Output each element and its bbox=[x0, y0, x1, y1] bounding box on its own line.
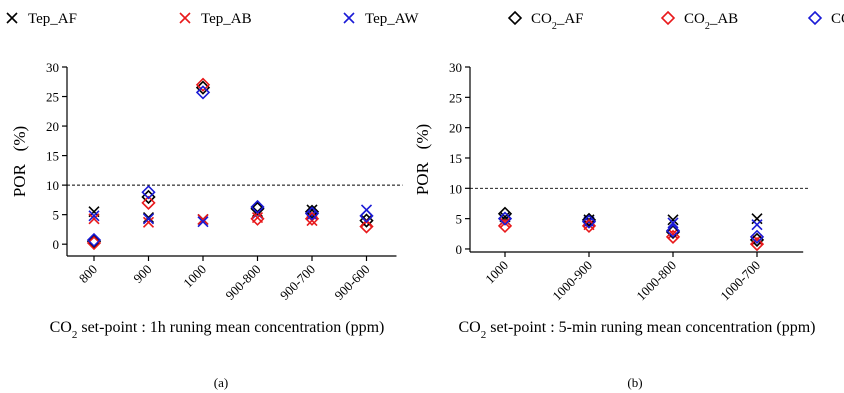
point-tep-aw-1000 bbox=[197, 216, 209, 228]
y-tick-label-20: 20 bbox=[449, 121, 462, 136]
series-tep-aw bbox=[499, 214, 763, 231]
legend-item-co-aw: CO2_AW bbox=[807, 10, 844, 32]
x-tick-label-1000: 1000 bbox=[482, 258, 511, 287]
point-tep-ab-800 bbox=[88, 213, 100, 225]
point-co2-ab-1000-800 bbox=[665, 229, 681, 244]
point-tep-af-1000-800 bbox=[667, 214, 679, 226]
x-tick-label-1000-900: 1000-900 bbox=[549, 258, 595, 304]
point-tep-ab-1000 bbox=[499, 217, 511, 229]
y-tick-label-10: 10 bbox=[46, 178, 59, 193]
point-co2-ab-900-800 bbox=[250, 211, 265, 226]
point-tep-aw-800 bbox=[88, 210, 100, 222]
legend-marker-tep-ab bbox=[179, 12, 191, 24]
point-co2-aw-800 bbox=[86, 232, 102, 248]
point-co2-ab-900-700 bbox=[304, 211, 320, 226]
series-co2-ab bbox=[86, 77, 374, 251]
series-co2-af bbox=[86, 80, 374, 249]
point-co2-af-900-700 bbox=[304, 204, 320, 219]
y-tick-label-20: 20 bbox=[46, 119, 59, 134]
series-co2-aw bbox=[497, 211, 765, 244]
point-co2-aw-1000-800 bbox=[665, 223, 681, 238]
point-tep-ab-1000-800 bbox=[667, 228, 679, 240]
legend-item-tep-af: Tep_AF bbox=[6, 11, 77, 27]
point-tep-aw-900 bbox=[142, 213, 155, 225]
x-tick-label-1000: 1000 bbox=[180, 262, 209, 291]
point-co2-ab-1000-700 bbox=[749, 236, 765, 252]
legend-label: CO2_AB bbox=[684, 11, 738, 32]
caption-a: (a) bbox=[214, 375, 228, 390]
y-tick-label-25: 25 bbox=[46, 90, 59, 105]
legend-marker-co-ab bbox=[660, 10, 676, 26]
point-co2-ab-900-600 bbox=[359, 219, 374, 234]
point-co2-af-800 bbox=[86, 234, 102, 249]
legend-label: CO2_AF bbox=[531, 11, 584, 32]
y-axis-label: POR (%) bbox=[10, 126, 29, 197]
point-tep-ab-900 bbox=[142, 216, 155, 228]
legend-item-tep-aw: Tep_AW bbox=[343, 11, 419, 27]
series-tep-aw bbox=[88, 204, 373, 228]
point-tep-ab-1000 bbox=[197, 213, 209, 225]
series-tep-af bbox=[499, 211, 763, 226]
legend-marker-co-af bbox=[507, 10, 523, 26]
x-tick-label-900: 900 bbox=[130, 262, 154, 286]
point-co2-aw-900-700 bbox=[304, 206, 320, 221]
point-co2-ab-900 bbox=[141, 195, 156, 210]
x-tick-label-1000-800: 1000-800 bbox=[633, 258, 679, 304]
y-tick-label-0: 0 bbox=[53, 237, 60, 252]
point-co2-af-900-800 bbox=[250, 201, 265, 216]
legend-item-co-ab: CO2_AB bbox=[660, 10, 738, 32]
point-co2-aw-1000-900 bbox=[581, 214, 597, 229]
point-co2-aw-1000 bbox=[497, 211, 513, 226]
series-tep-ab bbox=[88, 212, 373, 228]
x-axis-label: CO2 set-point : 5-min runing mean concen… bbox=[459, 319, 816, 341]
y-tick-label-30: 30 bbox=[449, 60, 462, 75]
series-tep-ab bbox=[499, 217, 763, 246]
y-tick-label-30: 30 bbox=[46, 60, 59, 75]
point-co2-aw-900 bbox=[141, 185, 156, 200]
point-tep-af-900 bbox=[142, 212, 155, 224]
series-co2-ab bbox=[497, 218, 765, 252]
legend-item-tep-ab: Tep_AB bbox=[179, 11, 252, 27]
y-tick-label-15: 15 bbox=[46, 149, 59, 164]
x-axis-label: CO2 set-point : 1h runing mean concentra… bbox=[50, 319, 385, 341]
series-co2-aw bbox=[86, 85, 374, 248]
y-axis-label: POR (%) bbox=[413, 124, 432, 195]
x-tick-label-800: 800 bbox=[76, 262, 100, 286]
legend-marker-tep-aw bbox=[343, 12, 355, 24]
point-co2-aw-1000 bbox=[195, 85, 211, 100]
legend: Tep_AF Tep_AB Tep_AW CO2_AF CO2_AB CO2_AW bbox=[6, 10, 844, 32]
point-co2-aw-1000-700 bbox=[749, 229, 765, 244]
legend-marker-tep-af bbox=[6, 12, 18, 24]
series-co2-af bbox=[497, 206, 765, 248]
series-tep-af bbox=[88, 204, 373, 227]
caption-b: (b) bbox=[627, 375, 642, 390]
legend-marker-co-aw bbox=[807, 10, 823, 26]
legend-label: Tep_AB bbox=[201, 11, 252, 27]
point-co2-ab-1000 bbox=[497, 218, 513, 234]
point-co2-aw-900-800 bbox=[250, 199, 265, 215]
y-tick-label-15: 15 bbox=[449, 151, 462, 166]
point-tep-aw-1000-800 bbox=[667, 217, 679, 229]
point-tep-aw-1000-700 bbox=[751, 219, 763, 231]
y-tick-label-10: 10 bbox=[449, 181, 462, 196]
legend-label: Tep_AF bbox=[28, 11, 77, 27]
point-co2-af-1000-900 bbox=[581, 212, 597, 227]
x-tick-label-900-600: 900-600 bbox=[331, 262, 372, 303]
x-tick-label-900-700: 900-700 bbox=[277, 262, 318, 303]
point-co2-af-1000-800 bbox=[665, 224, 681, 240]
y-tick-label-5: 5 bbox=[53, 208, 60, 223]
legend-label: CO2_AW bbox=[831, 11, 844, 32]
point-co2-aw-900-600 bbox=[359, 208, 374, 223]
y-tick-label-5: 5 bbox=[456, 212, 463, 227]
chart-panel-b: 0 5 10 15 20 25 30 1000 1000-900 1000-800 1000-700… bbox=[413, 60, 815, 341]
x-tick-label-1000-700: 1000-700 bbox=[717, 258, 763, 304]
x-tick-label-900-800: 900-800 bbox=[222, 262, 263, 303]
y-tick-label-0: 0 bbox=[456, 242, 463, 257]
point-co2-ab-1000 bbox=[195, 77, 211, 92]
chart-panel-a: 0 5 10 15 20 25 30 800 900 1000 900-800 900-700 900-… bbox=[10, 60, 403, 341]
y-tick-label-25: 25 bbox=[449, 90, 462, 105]
legend-label: Tep_AW bbox=[365, 11, 419, 27]
legend-item-co-af: CO2_AF bbox=[507, 10, 584, 32]
